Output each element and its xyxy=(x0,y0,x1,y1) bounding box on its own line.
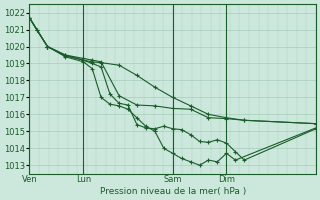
X-axis label: Pression niveau de la mer( hPa ): Pression niveau de la mer( hPa ) xyxy=(100,187,246,196)
